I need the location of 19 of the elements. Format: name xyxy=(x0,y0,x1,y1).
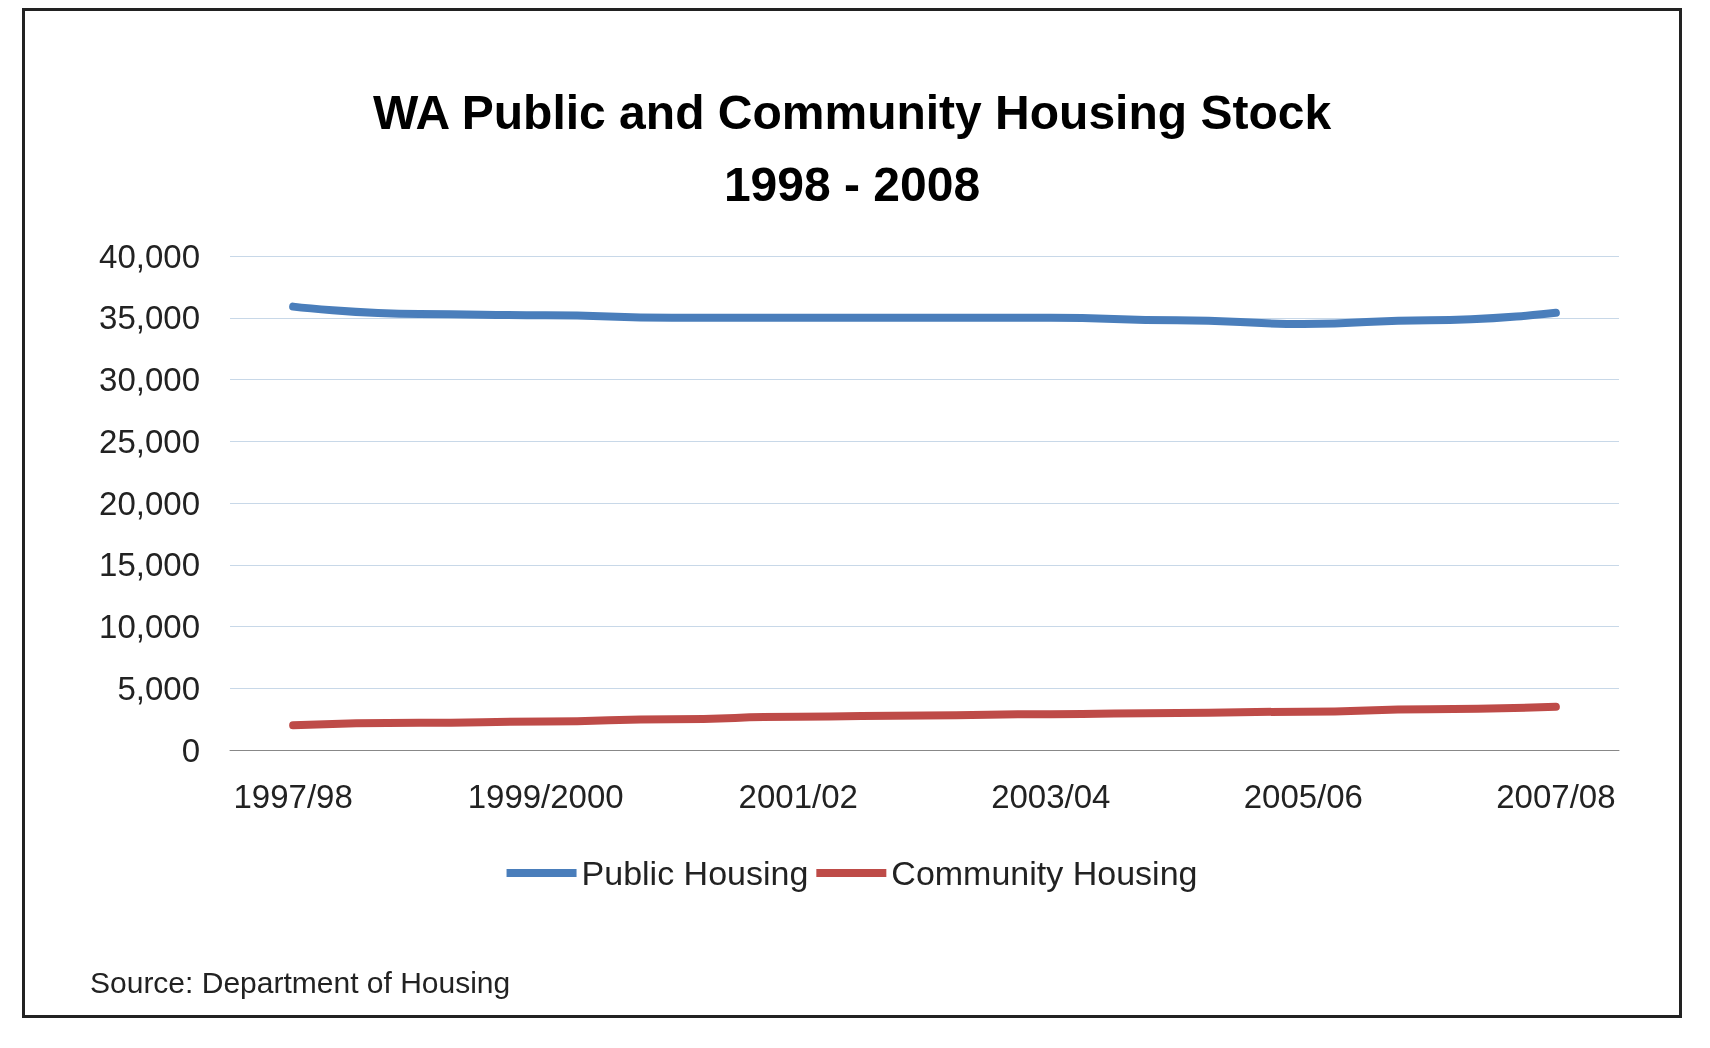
legend-label: Public Housing xyxy=(581,854,809,892)
x-tick-label: 2007/08 xyxy=(1496,778,1616,815)
x-tick-label: 2003/04 xyxy=(991,778,1111,815)
legend-label: Community Housing xyxy=(891,854,1198,892)
y-tick-label: 10,000 xyxy=(99,608,200,645)
x-tick-label: 2005/06 xyxy=(1243,778,1363,815)
y-tick-label: 15,000 xyxy=(99,546,200,584)
y-tick-label: 40,000 xyxy=(99,237,200,275)
x-tick-label: 1997/98 xyxy=(233,778,353,815)
y-tick-label: 20,000 xyxy=(99,484,200,522)
x-tick-label: 1999/2000 xyxy=(467,778,624,815)
y-tick-label: 25,000 xyxy=(99,422,200,460)
y-tick-label: 30,000 xyxy=(99,361,200,398)
chart-title: WA Public and Community Housing Stock 1998 - 2008 xyxy=(372,85,1332,211)
source-note: Source: Department of Housing xyxy=(90,965,511,999)
y-tick-label: 35,000 xyxy=(99,299,200,337)
y-tick-label: 0 xyxy=(181,731,200,769)
x-tick-label: 2001/02 xyxy=(738,778,858,815)
y-tick-label: 5,000 xyxy=(117,669,200,707)
